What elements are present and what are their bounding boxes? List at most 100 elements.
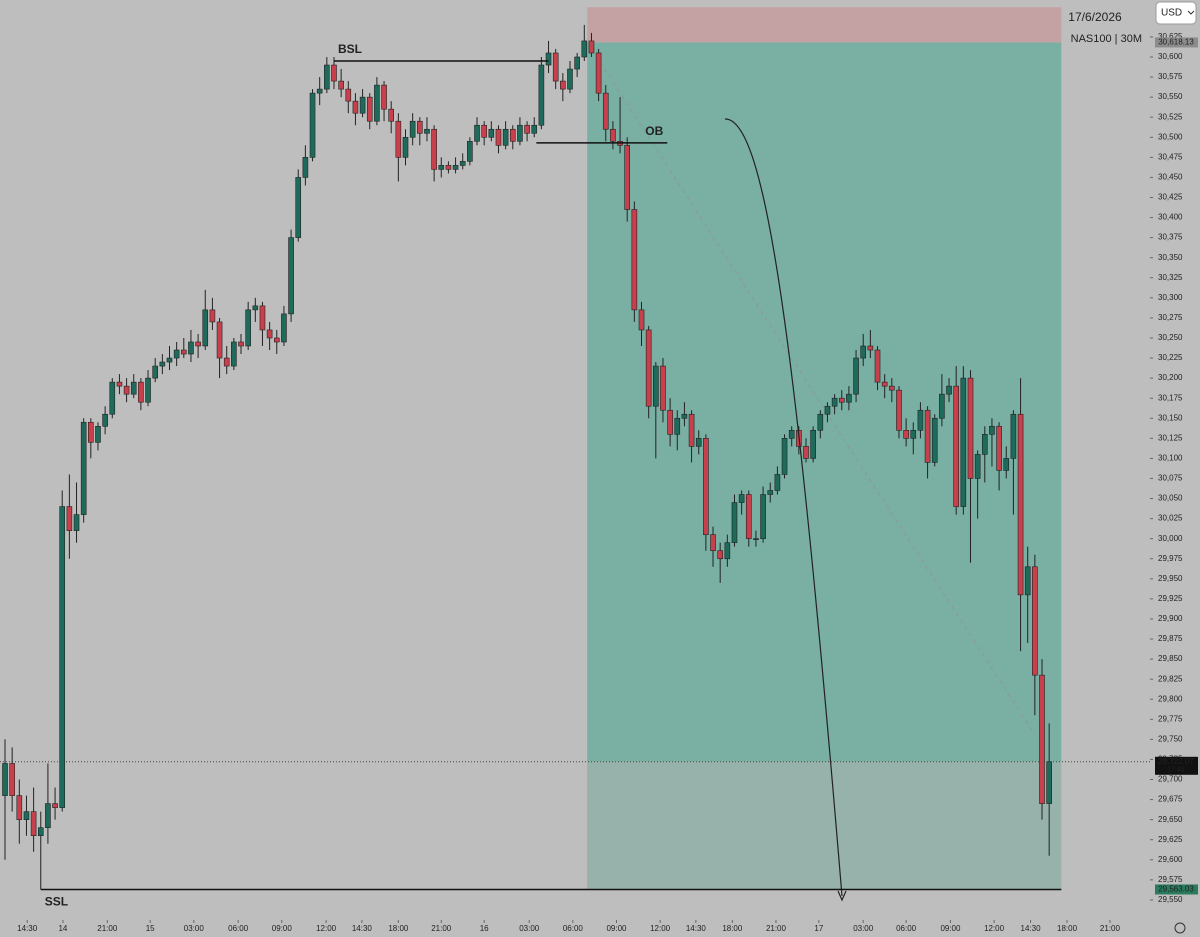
y-tick-label: 30,300: [1158, 293, 1183, 302]
bull-body: [23, 811, 30, 820]
y-tick-label: 30,500: [1158, 132, 1183, 141]
bear-body: [30, 811, 37, 837]
bear-body: [660, 365, 666, 411]
bull-body: [695, 438, 702, 447]
bull-body: [474, 124, 480, 142]
bear-body: [667, 409, 673, 435]
x-tick-label: 21:00: [97, 924, 118, 933]
bull-body: [738, 494, 745, 503]
bull-body: [459, 161, 466, 166]
bull-body: [231, 341, 237, 367]
y-tick-label: 30,250: [1158, 333, 1183, 342]
bull-body: [846, 393, 852, 403]
y-tick-label: 29,825: [1158, 674, 1183, 683]
y-tick-label: 30,550: [1158, 92, 1183, 101]
bear-body: [524, 124, 530, 134]
bear-body: [273, 337, 280, 343]
bull-body: [452, 165, 459, 170]
x-tick-label: 09:00: [272, 924, 293, 933]
settings-icon[interactable]: [1174, 922, 1186, 934]
bull-body: [95, 425, 101, 443]
currency-button[interactable]: [1155, 1, 1197, 25]
bear-body: [16, 795, 23, 820]
bear-body: [996, 425, 1002, 471]
bear-body: [388, 108, 395, 122]
bear-body: [631, 209, 638, 311]
y-tick-label: 30,050: [1158, 494, 1183, 503]
y-tick-label: 30,125: [1158, 433, 1183, 442]
x-tick-label: 12:00: [984, 924, 1005, 933]
bear-body: [688, 413, 695, 447]
bear-body: [66, 506, 73, 531]
bear-body: [417, 120, 423, 134]
axes: 30,625 30,600 30,575 30,550 30,525 30,500 30,4…: [0, 32, 1183, 933]
bull-body: [152, 365, 158, 379]
y-tick-label: 29,650: [1158, 815, 1183, 824]
bear-body: [924, 409, 931, 463]
bull-body: [517, 124, 523, 142]
bull-body: [767, 490, 774, 495]
bull-body: [45, 803, 51, 828]
bull-body: [831, 397, 838, 407]
bear-body: [595, 52, 602, 94]
bull-body: [288, 237, 294, 315]
last-price-tag-time: 17:49: [1167, 767, 1185, 774]
bear-body: [445, 165, 452, 170]
bull-body: [1003, 458, 1010, 471]
bear-body: [395, 120, 402, 158]
bull-body: [989, 425, 995, 435]
y-tick-label: 30,475: [1158, 152, 1183, 161]
y-tick-label: 30,575: [1158, 72, 1183, 81]
bear-body: [366, 96, 373, 122]
bear-body: [338, 80, 344, 90]
x-tick-label: 21:00: [431, 924, 452, 933]
x-tick-label: 16: [480, 924, 489, 933]
bear-body: [209, 309, 216, 323]
dropdown-icon[interactable]: [1187, 10, 1195, 15]
entry-tag: [1155, 37, 1198, 48]
trend-dashed-line: [599, 61, 1036, 736]
bull-body: [309, 92, 316, 158]
bull-body: [545, 52, 552, 66]
bear-body: [431, 128, 437, 170]
bull-body: [724, 542, 731, 560]
levels: BSL OB SSL: [40, 42, 1062, 909]
y-tick-label: 30,325: [1158, 273, 1183, 282]
x-tick-label: 12:00: [650, 924, 671, 933]
stop-zone: [587, 7, 1062, 43]
y-tick-label: 30,625: [1158, 32, 1183, 41]
bull-body: [302, 157, 309, 178]
y-tick-label: 29,850: [1158, 654, 1183, 663]
date: 17/6/2026: [1068, 10, 1122, 24]
bull-body: [753, 538, 759, 540]
x-tick-label: 21:00: [766, 924, 787, 933]
currency[interactable]: USD: [1161, 8, 1182, 19]
bull-body: [917, 409, 924, 431]
bull-body: [939, 393, 945, 419]
bull-body: [574, 56, 580, 70]
bull-body: [781, 438, 788, 475]
level-label: SSL: [45, 895, 68, 909]
y-tick-label: 30,375: [1158, 233, 1183, 242]
x-tick-label: 15: [146, 924, 155, 933]
bull-body: [853, 357, 859, 395]
y-tick-label: 30,175: [1158, 393, 1183, 402]
bear-body: [481, 124, 487, 138]
bear-body: [560, 80, 566, 90]
y-tick-label: 30,225: [1158, 353, 1183, 362]
y-tick-label: 29,925: [1158, 594, 1183, 603]
x-tick-label: 03:00: [519, 924, 540, 933]
bull-body: [1046, 761, 1052, 804]
y-tick-label: 29,600: [1158, 855, 1183, 864]
bear-body: [867, 345, 874, 351]
bull-body: [130, 381, 137, 395]
bear-body: [52, 803, 58, 808]
y-tick-label: 29,550: [1158, 895, 1183, 904]
y-tick-label: 30,075: [1158, 474, 1183, 483]
bull-body: [1010, 413, 1017, 459]
bull-body: [774, 474, 781, 491]
y-tick-label: 29,900: [1158, 614, 1183, 623]
y-tick-label: 29,800: [1158, 694, 1183, 703]
